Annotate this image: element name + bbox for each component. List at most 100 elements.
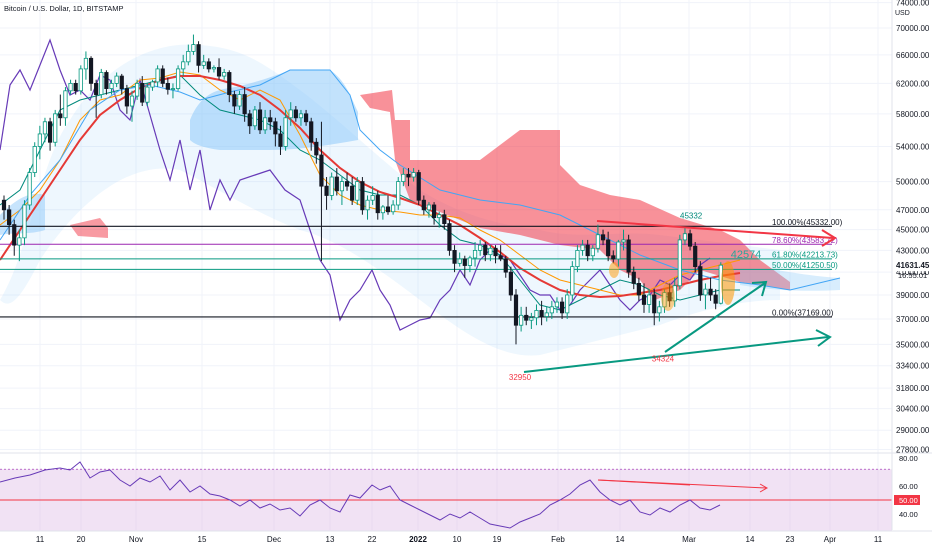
candle-up xyxy=(191,44,196,52)
candle-down xyxy=(319,154,324,187)
price-tick-label: 70000.00 xyxy=(896,24,930,33)
candle-up xyxy=(252,109,257,127)
fib-level-label: 50.00%(41250.50) xyxy=(772,261,838,270)
candle-up xyxy=(129,95,135,107)
candle-up xyxy=(329,176,334,196)
candle-up xyxy=(565,294,570,314)
support-arrow-short-head xyxy=(751,280,768,297)
rsi-divergence-line xyxy=(597,479,691,486)
candle-down xyxy=(58,113,63,119)
candle-down xyxy=(606,239,611,257)
candle-down xyxy=(585,244,590,257)
candle-down xyxy=(12,224,17,246)
price-tick-label: 35000.00 xyxy=(896,340,930,349)
rsi-tick-label: 40.00 xyxy=(899,510,918,519)
candle-down xyxy=(247,113,252,127)
candle-down xyxy=(431,204,437,219)
candle-down xyxy=(503,258,508,273)
price-tick-label: 45000.00 xyxy=(896,226,930,235)
candle-up xyxy=(42,121,48,135)
rsi-tick-label: 60.00 xyxy=(899,482,918,491)
price-tick-label: 43000.00 xyxy=(896,246,930,255)
candle-up xyxy=(575,250,580,268)
candle-down xyxy=(693,245,698,268)
time-tick-label: 14 xyxy=(746,535,755,544)
candle-up xyxy=(22,204,27,239)
rsi-line xyxy=(0,461,721,529)
candle-down xyxy=(508,271,513,296)
candle-down xyxy=(483,244,488,256)
candle-down xyxy=(47,121,53,143)
last-price-badge xyxy=(893,259,932,272)
candle-up xyxy=(68,82,73,92)
price-tick-label: 62000.00 xyxy=(896,79,930,88)
candle-down xyxy=(88,57,94,84)
candle-up xyxy=(529,317,534,321)
candle-down xyxy=(165,82,170,90)
candle-up xyxy=(288,109,293,119)
candle-up xyxy=(703,288,708,296)
candle-up xyxy=(283,117,288,147)
candle-up xyxy=(677,239,682,287)
time-tick-label: 11 xyxy=(874,535,883,544)
time-tick-label: 13 xyxy=(326,535,335,544)
price-tick-label: 47000.00 xyxy=(896,206,930,215)
candle-down xyxy=(206,61,211,70)
candle-up xyxy=(298,113,304,119)
candle-up xyxy=(114,75,119,84)
candle-up xyxy=(488,247,493,256)
price-annotation: 32950 xyxy=(509,373,532,382)
candle-up xyxy=(570,266,575,296)
candle-up xyxy=(396,181,401,206)
candle-up xyxy=(621,239,626,243)
fib-level-label: 0.00%(37169.00) xyxy=(772,308,834,317)
candle-up xyxy=(647,294,652,305)
candle-up xyxy=(211,67,217,70)
price-annotation: 45332 xyxy=(680,211,703,220)
candle-up xyxy=(175,68,181,89)
candle-up xyxy=(186,51,191,63)
candle-up xyxy=(534,310,539,319)
rsi-level-badge xyxy=(894,495,920,505)
rsi-level-label: 50.00 xyxy=(899,496,918,505)
candle-down xyxy=(641,294,647,305)
time-tick-label: 10 xyxy=(453,535,462,544)
candle-down xyxy=(498,255,503,260)
candle-up xyxy=(657,306,662,314)
lagging-line xyxy=(0,38,711,331)
highlight-ellipse xyxy=(661,283,675,311)
leading-span-line xyxy=(0,69,841,291)
currency-label: USD xyxy=(895,10,910,17)
candle-up xyxy=(237,94,242,107)
candle-up xyxy=(682,233,688,241)
candle-up xyxy=(222,72,227,77)
candle-up xyxy=(53,113,58,143)
candle-up xyxy=(437,214,442,219)
candle-down xyxy=(324,185,329,196)
price-tick-label: 74000.00 xyxy=(896,0,930,8)
candle-down xyxy=(73,82,78,92)
candle-down xyxy=(257,109,263,131)
candle-up xyxy=(590,247,595,257)
candle-down xyxy=(293,109,298,119)
price-tick-label: 41000.00 xyxy=(896,268,930,277)
time-tick-label: 22 xyxy=(368,535,377,544)
candle-down xyxy=(559,301,565,314)
candle-up xyxy=(391,204,396,213)
base-line xyxy=(0,71,741,296)
time-tick-label: Feb xyxy=(551,535,565,544)
cloud-bearish xyxy=(360,90,790,300)
candle-down xyxy=(309,121,314,143)
candle-down xyxy=(334,176,339,192)
candle-down xyxy=(631,271,636,284)
price-tick-label: 27800.00 xyxy=(896,445,930,454)
candle-down xyxy=(421,199,426,211)
candle-down xyxy=(513,294,519,326)
candle-up xyxy=(63,90,68,119)
candle-down xyxy=(667,292,672,302)
support-arrow-head xyxy=(815,329,832,347)
candle-up xyxy=(201,61,206,66)
candle-down xyxy=(626,239,631,273)
